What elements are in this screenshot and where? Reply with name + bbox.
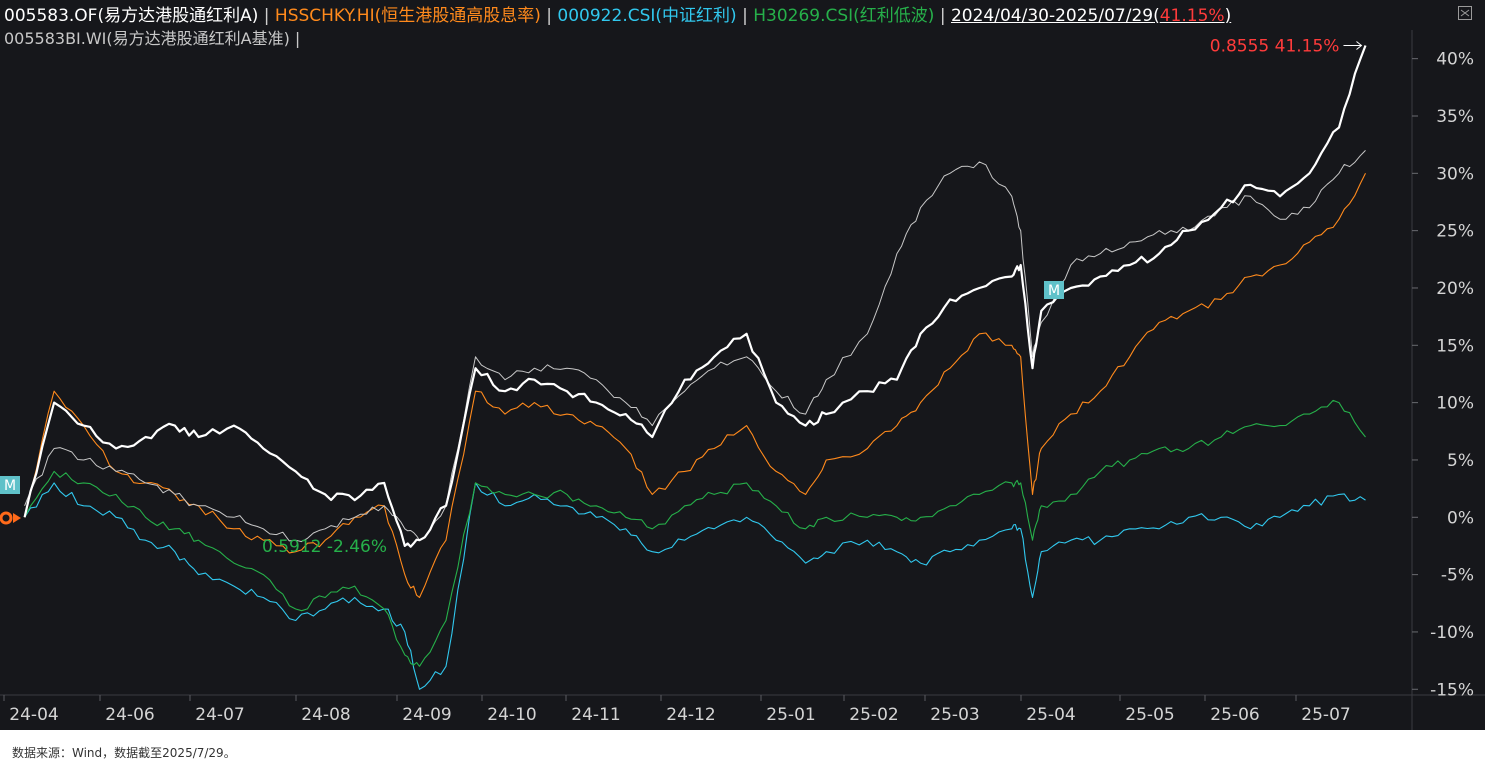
date-range-text: 2024/04/30-2025/07/29 — [950, 6, 1154, 26]
end-arrow-icon — [1343, 41, 1363, 50]
x-tick-label: 25-06 — [1210, 705, 1259, 725]
legend-separator: | — [742, 6, 748, 26]
y-tick-label: 30% — [1436, 164, 1474, 184]
range-return: 41.15% — [1159, 6, 1225, 26]
series-line-fund — [23, 45, 1367, 548]
legend-fund[interactable]: 005583.OF(易方达港股通红利A) — [4, 6, 259, 26]
event-marker-letter: M — [1048, 283, 1060, 299]
date-range-paren: ( — [1153, 6, 1160, 26]
date-range-paren: ) — [1224, 6, 1232, 26]
chart-canvas: 40% 35% 30% 25% 20% 15% 10% 5% 0% -5% -10% -15% 24-0… — [0, 30, 1485, 730]
event-marker-start-letter: M — [4, 478, 16, 494]
x-tick-label: 24-10 — [487, 705, 536, 725]
legend-separator: | — [939, 6, 946, 26]
x-tick-label: 25-04 — [1026, 705, 1075, 725]
date-range[interactable]: 2024/04/30-2025/07/29(41.15%) — [951, 6, 1231, 26]
legend-separator: | — [263, 6, 270, 26]
y-tick-label: 40% — [1436, 50, 1474, 70]
y-tick-label: 15% — [1436, 336, 1474, 356]
legend-csi922[interactable]: 000922.CSI(中证红利) — [557, 6, 737, 26]
x-tick-label: 24-11 — [571, 705, 620, 725]
series-line-benchmark — [24, 150, 1366, 543]
x-tick-label: 25-02 — [849, 705, 898, 725]
chart-legend-header: 005583.OF(易方达港股通红利A) | HSSCHKY.HI(恒生港股通高… — [4, 4, 1444, 50]
cursor-value-label: 0.5912 -2.46% — [262, 537, 387, 557]
y-tick-label: 5% — [1447, 451, 1474, 471]
y-tick-label: 10% — [1436, 394, 1474, 414]
x-tick-label: 24-08 — [301, 705, 350, 725]
y-tick-label: 20% — [1436, 279, 1474, 299]
x-tick-label: 24-04 — [9, 705, 58, 725]
legend-benchmark[interactable]: 005583BI.WI(易方达港股通红利A基准) | — [4, 29, 301, 48]
legend-hsschky[interactable]: HSSCHKY.HI(恒生港股通高股息率) — [274, 6, 541, 26]
x-tick-label: 25-05 — [1125, 705, 1174, 725]
legend-separator: | — [546, 6, 553, 26]
x-tick-label: 25-01 — [766, 705, 815, 725]
x-tick-label: 24-09 — [402, 705, 451, 725]
x-tick-label: 24-12 — [666, 705, 715, 725]
series-line-hsschky — [24, 173, 1366, 599]
series-line-csi922 — [24, 482, 1366, 690]
event-marker — [1044, 281, 1064, 299]
start-point-icon — [0, 511, 13, 525]
series-line-h30269 — [24, 399, 1366, 667]
x-tick-label: 24-07 — [195, 705, 244, 725]
y-tick-label: 35% — [1436, 107, 1474, 127]
x-tick-label: 25-07 — [1301, 705, 1350, 725]
x-tick-label: 25-03 — [930, 705, 979, 725]
y-tick-label: 25% — [1436, 222, 1474, 242]
x-tick-label: 24-06 — [105, 705, 154, 725]
start-arrow-icon — [13, 513, 21, 523]
event-marker-start — [0, 476, 20, 494]
y-tick-label: 0% — [1447, 508, 1474, 528]
close-icon[interactable] — [1458, 6, 1472, 20]
chart-panel — [0, 0, 1485, 730]
legend-h30269[interactable]: H30269.CSI(红利低波) — [753, 6, 935, 26]
y-tick-label: -10% — [1430, 623, 1474, 643]
y-tick-label: -5% — [1441, 566, 1474, 586]
y-tick-label: -15% — [1430, 680, 1474, 700]
end-value-label: 0.8555 41.15% — [1210, 36, 1340, 56]
data-source-note: 数据来源：Wind，数据截至2025/7/29。 — [12, 746, 236, 760]
